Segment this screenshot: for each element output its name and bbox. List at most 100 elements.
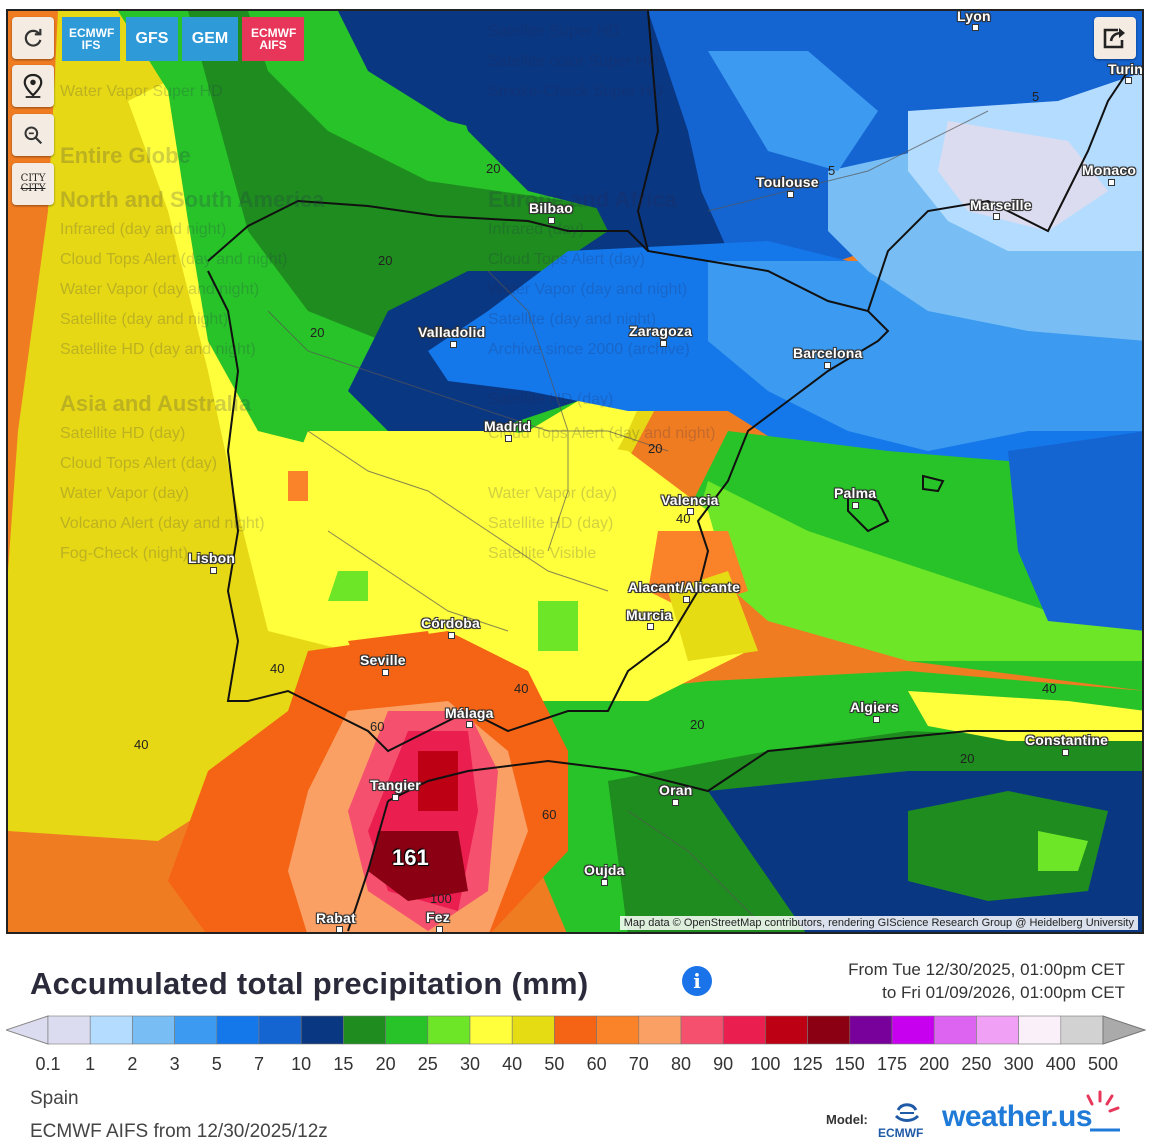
legend-swatch — [469, 1015, 513, 1045]
legend-label: 0.1 — [35, 1054, 61, 1074]
legend-swatch — [258, 1015, 302, 1045]
menu-item: Satellite HD (day) — [60, 425, 186, 442]
city-marker — [683, 596, 690, 603]
city-toggle-button[interactable]: CITY CITY — [12, 163, 54, 205]
legend-swatch — [89, 1015, 133, 1045]
model-caption: Model: — [826, 1112, 868, 1127]
legend-label: 2 — [127, 1054, 138, 1074]
menu-heading: North and South America — [60, 187, 325, 212]
brand-logo[interactable]: weather.us — [942, 1100, 1093, 1133]
legend-swatch — [596, 1015, 640, 1045]
region-label: Spain — [30, 1088, 79, 1109]
model-run-label: ECMWF AIFS from 12/30/2025/12z — [30, 1121, 328, 1142]
legend-swatch — [765, 1015, 808, 1045]
refresh-button[interactable] — [12, 17, 54, 59]
legend-label: 25 — [417, 1054, 438, 1074]
ecmwf-logo-text: ECMWF — [878, 1126, 924, 1140]
city-marker — [873, 716, 880, 723]
zoom-icon — [24, 126, 43, 145]
legend-label: 50 — [544, 1054, 565, 1074]
legend-label: 125 — [792, 1054, 823, 1074]
city-marker — [1125, 77, 1132, 84]
legend-swatch — [554, 1015, 597, 1045]
city-marker — [852, 502, 859, 509]
legend-swatch — [638, 1015, 682, 1045]
city-label: Algiers — [850, 699, 899, 715]
city-label: Zaragoza — [629, 323, 693, 339]
contour-label: 40 — [270, 661, 285, 676]
zoom-button[interactable] — [12, 114, 54, 156]
menu-item: Water Vapor (day) — [60, 485, 189, 502]
legend-swatch — [933, 1015, 977, 1045]
menu-item: Satellite HD (day) — [488, 391, 614, 408]
legend-label: 40 — [502, 1054, 523, 1074]
share-button[interactable] — [1094, 17, 1136, 59]
contour-label: 20 — [378, 253, 393, 268]
legend-swatch — [132, 1015, 175, 1045]
city-marker — [993, 213, 1000, 220]
menu-heading: Europe and Africa — [488, 187, 677, 212]
city-label: Tangier — [370, 777, 421, 793]
location-pin-icon — [23, 73, 43, 98]
city-marker — [548, 217, 555, 224]
city-label: Murcia — [626, 607, 673, 623]
peak-value: 161 — [392, 845, 429, 870]
precipitation-map[interactable]: Satellite Super HD Satellite color Super… — [6, 9, 1144, 934]
sun-logo-icon — [1086, 1090, 1120, 1132]
legend-swatch — [427, 1015, 471, 1045]
menu-item: Satellite color Super HD — [488, 53, 659, 70]
city-marker — [382, 669, 389, 676]
location-button[interactable] — [12, 65, 54, 107]
menu-item: Satellite Visible — [488, 545, 597, 562]
model-button-gem[interactable]: GEM — [182, 17, 238, 61]
legend-swatch — [891, 1015, 935, 1045]
menu-item: Smoke-Check Super HD — [488, 83, 664, 100]
model-button-ecmwf-aifs[interactable]: ECMWF AIFS — [242, 17, 304, 61]
contour-label: 40 — [514, 681, 529, 696]
city-label: Palma — [834, 485, 877, 501]
refresh-icon — [24, 28, 42, 47]
legend-swatch — [343, 1015, 386, 1045]
city-label: Valladolid — [418, 324, 486, 340]
city-label: Córdoba — [421, 615, 480, 631]
menu-item: Water Vapor (day and night) — [60, 281, 260, 298]
city-marker — [787, 191, 794, 198]
info-icon[interactable]: i — [682, 966, 712, 996]
menu-item: Infrared (day and night) — [60, 221, 227, 238]
model-button-gfs[interactable]: GFS — [126, 17, 178, 61]
contour-label: 20 — [960, 751, 975, 766]
legend-swatch — [216, 1015, 260, 1045]
model-button-ecmwf-ifs[interactable]: ECMWF IFS — [62, 17, 120, 61]
color-legend — [6, 1015, 1146, 1045]
legend-label: 500 — [1087, 1054, 1119, 1074]
contour-label: 20 — [690, 717, 705, 732]
legend-swatch — [976, 1015, 1019, 1045]
city-label: Alacant/Alicante — [628, 579, 741, 595]
contour-label: 40 — [134, 737, 149, 752]
legend-label: 100 — [750, 1054, 781, 1074]
city-marker — [687, 508, 694, 515]
city-marker — [392, 794, 399, 801]
contour-label: 40 — [676, 511, 691, 526]
menu-item: Archive since 2000 (archive) — [488, 341, 690, 358]
city-label: Madrid — [484, 418, 532, 434]
city-marker — [972, 24, 979, 31]
city-marker — [1108, 179, 1115, 186]
city-marker — [1062, 749, 1069, 756]
legend-label: 300 — [1003, 1054, 1034, 1074]
contour-label: 5 — [828, 163, 836, 178]
legend-arrow-left — [6, 1015, 49, 1045]
legend-arrow-right — [1102, 1015, 1146, 1045]
ecmwf-logo-icon — [894, 1103, 920, 1122]
legend-label: 1 — [85, 1054, 96, 1074]
page-title: Accumulated total precipitation (mm) — [30, 966, 589, 1001]
city-marker — [466, 721, 473, 728]
city-label: Turin — [1108, 61, 1143, 77]
legend-label: 20 — [375, 1054, 396, 1074]
legend-swatch — [807, 1015, 851, 1045]
period-from: From Tue 12/30/2025, 01:00pm CET — [848, 960, 1125, 979]
legend-label: 150 — [834, 1054, 865, 1074]
contour-label: 20 — [486, 161, 501, 176]
legend-label: 15 — [333, 1054, 354, 1074]
legend-swatch — [680, 1015, 724, 1045]
